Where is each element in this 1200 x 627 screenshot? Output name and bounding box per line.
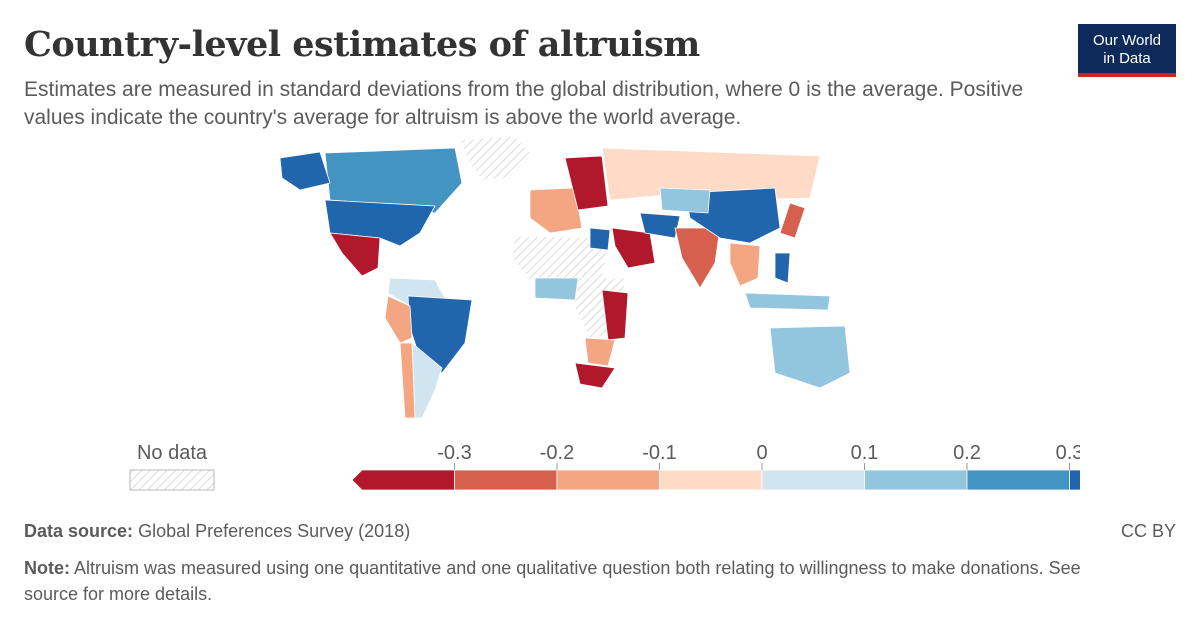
map-region-greenland[interactable] bbox=[459, 135, 531, 181]
map-region-kazakhstan[interactable] bbox=[659, 187, 711, 214]
legend-tick-label: -0.2 bbox=[540, 442, 574, 464]
map-region-europe-central[interactable] bbox=[564, 155, 609, 211]
legend-tick-label: -0.3 bbox=[437, 442, 471, 464]
chart-subtitle: Estimates are measured in standard devia… bbox=[24, 78, 1024, 129]
legend-bin-1[interactable] bbox=[454, 469, 558, 491]
color-legend: No data -0.3 -0.2 -0.1 0 0.1 0.2 0.3 bbox=[129, 442, 1081, 491]
legend-bin-3[interactable] bbox=[659, 469, 763, 491]
data-source-label: Data source: bbox=[24, 521, 134, 541]
map-region-egypt[interactable] bbox=[589, 227, 611, 251]
world-map bbox=[279, 135, 851, 419]
no-data-label: No data bbox=[137, 442, 208, 464]
legend-tick-label: 0.1 bbox=[851, 442, 879, 464]
map-region-saudi-arabia[interactable] bbox=[611, 227, 656, 269]
legend-bin-2[interactable] bbox=[556, 469, 660, 491]
no-data-swatch bbox=[129, 469, 215, 491]
legend-tick-label: 0 bbox=[756, 442, 767, 464]
map-region-east-africa[interactable] bbox=[601, 289, 629, 341]
map-region-peru[interactable] bbox=[384, 295, 413, 344]
data-source-text[interactable]: Global Preferences Survey (2018) bbox=[138, 521, 411, 541]
legend-bin-4[interactable] bbox=[761, 469, 865, 491]
map-region-mexico[interactable] bbox=[329, 232, 381, 277]
license-link[interactable]: CC BY bbox=[1120, 521, 1176, 541]
map-region-alaska[interactable] bbox=[279, 151, 331, 191]
map-region-south-africa[interactable] bbox=[574, 362, 616, 389]
map-region-southeast-asia[interactable] bbox=[729, 242, 761, 287]
owid-logo[interactable]: Our World in Data bbox=[1078, 24, 1176, 77]
legend-tick-label: 0.2 bbox=[953, 442, 981, 464]
note-label: Note: bbox=[24, 558, 70, 578]
map-region-australia[interactable] bbox=[769, 325, 851, 389]
legend-bin-6[interactable] bbox=[966, 469, 1070, 491]
legend-bin-7[interactable] bbox=[1069, 469, 1081, 491]
map-region-west-africa[interactable] bbox=[534, 277, 579, 301]
map-region-southern-africa[interactable] bbox=[584, 337, 616, 367]
map-region-chile[interactable] bbox=[399, 342, 416, 419]
logo-line-1: Our World bbox=[1092, 32, 1162, 49]
data-source: Data source: Global Preferences Survey (… bbox=[24, 521, 410, 542]
legend-tick-label: 0.3 bbox=[1056, 442, 1080, 464]
chart-title: Country-level estimates of altruism bbox=[24, 24, 700, 65]
map-region-india[interactable] bbox=[674, 227, 721, 289]
map-region-iran[interactable] bbox=[639, 212, 681, 239]
map-region-europe-west[interactable] bbox=[529, 187, 583, 234]
logo-line-2: in Data bbox=[1103, 50, 1151, 67]
map-region-indonesia[interactable] bbox=[744, 292, 831, 311]
map-region-japan[interactable] bbox=[779, 202, 806, 239]
chart-note: Note: Altruism was measured using one qu… bbox=[24, 555, 1134, 607]
map-region-philippines[interactable] bbox=[774, 252, 791, 284]
legend-bin-0[interactable] bbox=[351, 469, 455, 491]
legend-bin-5[interactable] bbox=[864, 469, 968, 491]
note-text: Altruism was measured using one quantita… bbox=[24, 558, 1081, 604]
legend-tick-label: -0.1 bbox=[642, 442, 676, 464]
